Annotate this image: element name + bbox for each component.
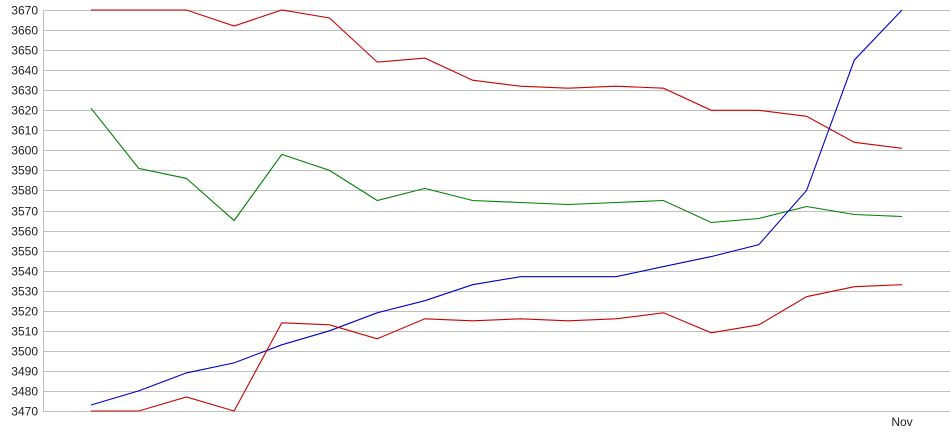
series-line-1: [91, 9, 903, 149]
y-tick-label: 3520: [11, 305, 38, 319]
y-tick-label: 3620: [11, 104, 38, 118]
y-tick-label: 3500: [11, 345, 38, 359]
y-tick-label: 3560: [11, 225, 38, 239]
y-tick-label: 3610: [11, 124, 38, 138]
y-tick-label: 3510: [11, 325, 38, 339]
y-tick-label: 3490: [11, 365, 38, 379]
y-tick-label: 3670: [11, 4, 38, 18]
x-axis-ticks: Nov: [891, 415, 912, 429]
series-line-3: [90, 9, 903, 406]
x-tick-label: Nov: [891, 415, 912, 429]
y-axis-ticks: 3470 3480 3490 3500 3510 3520 3530 3540 3550 3560…: [11, 4, 38, 419]
series-lines: [90, 9, 903, 412]
y-tick-label: 3660: [11, 24, 38, 38]
series-line-4: [91, 284, 903, 412]
y-tick-label: 3600: [11, 144, 38, 158]
y-tick-label: 3580: [11, 184, 38, 198]
y-tick-label: 3540: [11, 265, 38, 279]
y-tick-label: 3550: [11, 245, 38, 259]
y-tick-label: 3530: [11, 285, 38, 299]
y-tick-label: 3590: [11, 164, 38, 178]
y-tick-label: 3640: [11, 64, 38, 78]
y-tick-label: 3570: [11, 205, 38, 219]
gridlines: [43, 10, 950, 412]
series-line-2: [90, 107, 903, 224]
y-tick-label: 3470: [11, 405, 38, 419]
y-tick-label: 3630: [11, 84, 38, 98]
y-tick-label: 3650: [11, 44, 38, 58]
y-tick-label: 3480: [11, 385, 38, 399]
